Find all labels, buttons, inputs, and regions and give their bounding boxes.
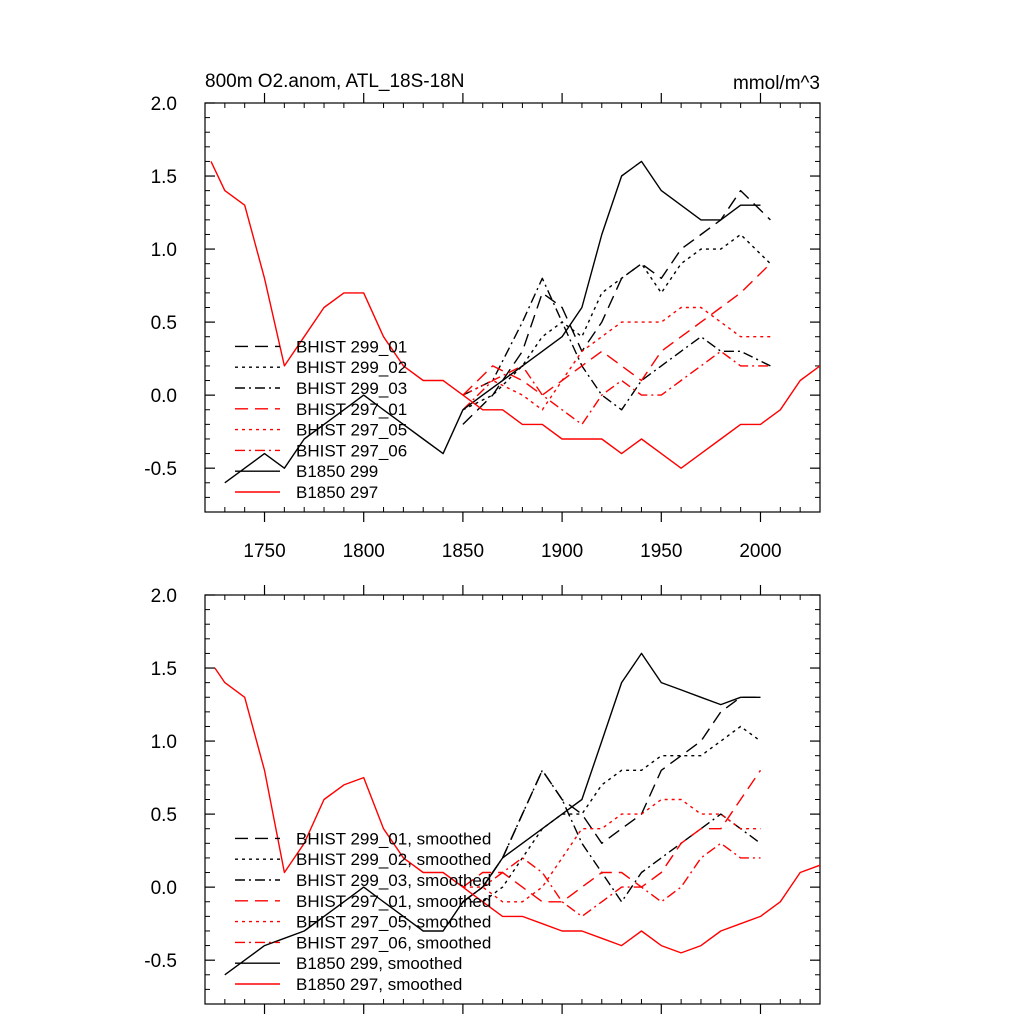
series-line-2 bbox=[462, 769, 761, 903]
legend-label: B1850 297 bbox=[296, 483, 378, 502]
series-line-1 bbox=[462, 233, 771, 411]
series-line-5 bbox=[462, 842, 761, 918]
series-line-6 bbox=[224, 652, 761, 976]
x-tick-label: 1900 bbox=[541, 541, 583, 562]
series-line-1 bbox=[462, 725, 761, 903]
series-line-3 bbox=[462, 769, 762, 903]
series-line-2 bbox=[462, 277, 771, 411]
series-line-4 bbox=[462, 798, 761, 903]
legend-label: BHIST 299_01 bbox=[296, 337, 407, 356]
series-line-6 bbox=[224, 160, 761, 484]
y-tick-label: 2.0 bbox=[151, 586, 177, 607]
legend-label: BHIST 299_03, smoothed bbox=[296, 871, 491, 890]
series-line-0 bbox=[462, 189, 771, 425]
x-tick-label: 2000 bbox=[739, 541, 781, 562]
series-lines bbox=[214, 652, 820, 976]
series-line-0 bbox=[462, 696, 761, 903]
y-tick-label: 0.5 bbox=[151, 313, 177, 334]
y-tick-label: -0.5 bbox=[144, 951, 177, 972]
series-line-7 bbox=[214, 667, 820, 954]
y-tick-label: -0.5 bbox=[144, 459, 177, 480]
y-tick-label: 2.0 bbox=[151, 94, 177, 115]
legend-label: B1850 299, smoothed bbox=[296, 954, 462, 973]
series-line-7 bbox=[210, 161, 820, 469]
legend-label: BHIST 297_06, smoothed bbox=[296, 933, 491, 952]
legend-label: BHIST 297_05 bbox=[296, 421, 407, 440]
legend-label: BHIST 299_02 bbox=[296, 358, 407, 377]
legend-label: BHIST 299_01, smoothed bbox=[296, 829, 491, 848]
y-tick-label: 0.0 bbox=[151, 878, 177, 899]
legend-label: BHIST 297_01 bbox=[296, 400, 407, 419]
x-tick-label: 1750 bbox=[243, 541, 285, 562]
series-line-3 bbox=[462, 263, 771, 396]
legend-label: BHIST 297_06 bbox=[296, 441, 407, 460]
units-label: mmol/m^3 bbox=[733, 73, 820, 94]
legend-label: BHIST 299_03 bbox=[296, 379, 407, 398]
top-panel: 1750 1800 1850 1900 1950 2000 -0.5 0.0 0.5 1.0 1.5… bbox=[144, 71, 821, 562]
legend-label: BHIST 297_05, smoothed bbox=[296, 913, 491, 932]
bottom-panel: -0.5 0.0 0.5 1.0 1.5 2.0 BHIST 299_01, smoothe… bbox=[144, 585, 821, 1014]
chart-title: 800m O2.anom, ATL_18S-18N bbox=[205, 71, 464, 92]
series-lines bbox=[210, 160, 820, 484]
y-tick-label: 1.5 bbox=[151, 659, 177, 680]
y-tick-label: 1.0 bbox=[151, 240, 177, 261]
legend-label: BHIST 299_02, smoothed bbox=[296, 850, 491, 869]
y-tick-label: 0.0 bbox=[151, 386, 177, 407]
x-tick-label: 1850 bbox=[442, 541, 484, 562]
legend-label: BHIST 297_01, smoothed bbox=[296, 892, 491, 911]
legend-label: B1850 297, smoothed bbox=[296, 975, 462, 994]
series-line-4 bbox=[462, 306, 771, 411]
y-tick-label: 1.0 bbox=[151, 732, 177, 753]
y-tick-label: 0.5 bbox=[151, 805, 177, 826]
legend-label: B1850 299 bbox=[296, 462, 378, 481]
y-tick-label: 1.5 bbox=[151, 167, 177, 188]
series-line-5 bbox=[462, 350, 771, 426]
x-tick-label: 1800 bbox=[343, 541, 385, 562]
x-tick-label: 1950 bbox=[640, 541, 682, 562]
